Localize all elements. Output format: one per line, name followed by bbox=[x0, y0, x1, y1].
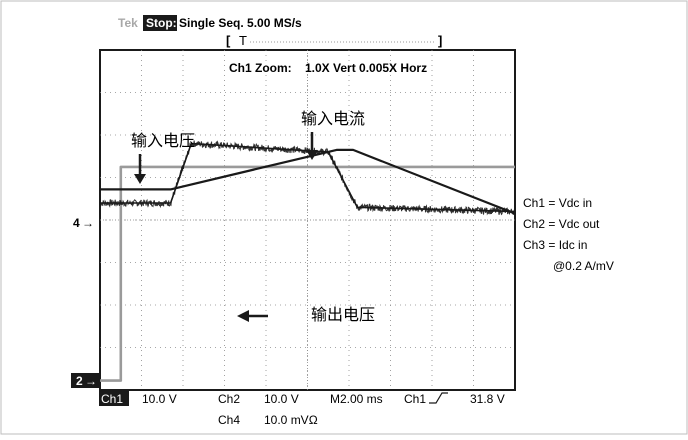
footer-timebase: M2.00 ms bbox=[330, 392, 383, 406]
legend-ch1: Ch1 = Vdc in bbox=[523, 196, 592, 210]
legend-ch2: Ch2 = Vdc out bbox=[523, 217, 600, 231]
trigger-bar-right: ] bbox=[438, 33, 442, 48]
legend-ch3-scale: @0.2 A/mV bbox=[553, 259, 614, 273]
rising-edge-trigger-icon bbox=[429, 392, 448, 404]
input-current-arrowhead bbox=[306, 150, 318, 160]
stop-badge bbox=[143, 15, 177, 31]
footer-trigger-source: Ch1 bbox=[404, 392, 426, 406]
zoom-readout: Ch1 Zoom: 1.0X Vert 0.005X Horz bbox=[229, 61, 427, 75]
output-voltage-arrowhead bbox=[237, 310, 249, 322]
stop-badge-label: Stop: bbox=[146, 16, 177, 30]
footer-ch4-label: Ch4 bbox=[218, 413, 240, 427]
trigger-bar-left: [ bbox=[226, 33, 231, 48]
ch1-footer-badge bbox=[99, 391, 129, 406]
input-voltage-annotation: 输入电压 bbox=[131, 131, 195, 150]
footer-ch4-scale: 10.0 mVΩ bbox=[264, 413, 318, 427]
footer-trigger-level: 31.8 V bbox=[470, 392, 505, 406]
input-voltage-arrowhead bbox=[134, 174, 146, 184]
ch2-ground-arrow: → bbox=[85, 374, 97, 388]
ch1-input-voltage-trace bbox=[100, 148, 516, 215]
ch4-ground-marker: 4 bbox=[73, 216, 80, 230]
ch2-ground-marker: 2 bbox=[76, 374, 83, 388]
brand-label: Tek bbox=[118, 16, 138, 30]
graticule bbox=[100, 50, 515, 390]
ch2-ground-badge bbox=[71, 373, 99, 388]
input-current-annotation: 输入电流 bbox=[301, 109, 365, 128]
ch4-ground-arrow: → bbox=[82, 216, 94, 230]
trigger-position-marker: T bbox=[239, 33, 247, 48]
footer-ch2-scale: 10.0 V bbox=[264, 392, 299, 406]
acquisition-mode: Single Seq. 5.00 MS/s bbox=[179, 16, 302, 30]
footer-ch2-label: Ch2 bbox=[218, 392, 240, 406]
footer-ch1-scale: 10.0 V bbox=[142, 392, 177, 406]
output-voltage-annotation: 输出电压 bbox=[311, 305, 375, 324]
footer-ch1-label: Ch1 bbox=[101, 392, 123, 406]
ch2-output-voltage-trace bbox=[100, 165, 515, 382]
waveform-traces bbox=[99, 140, 516, 382]
legend-ch3: Ch3 = Idc in bbox=[523, 238, 587, 252]
